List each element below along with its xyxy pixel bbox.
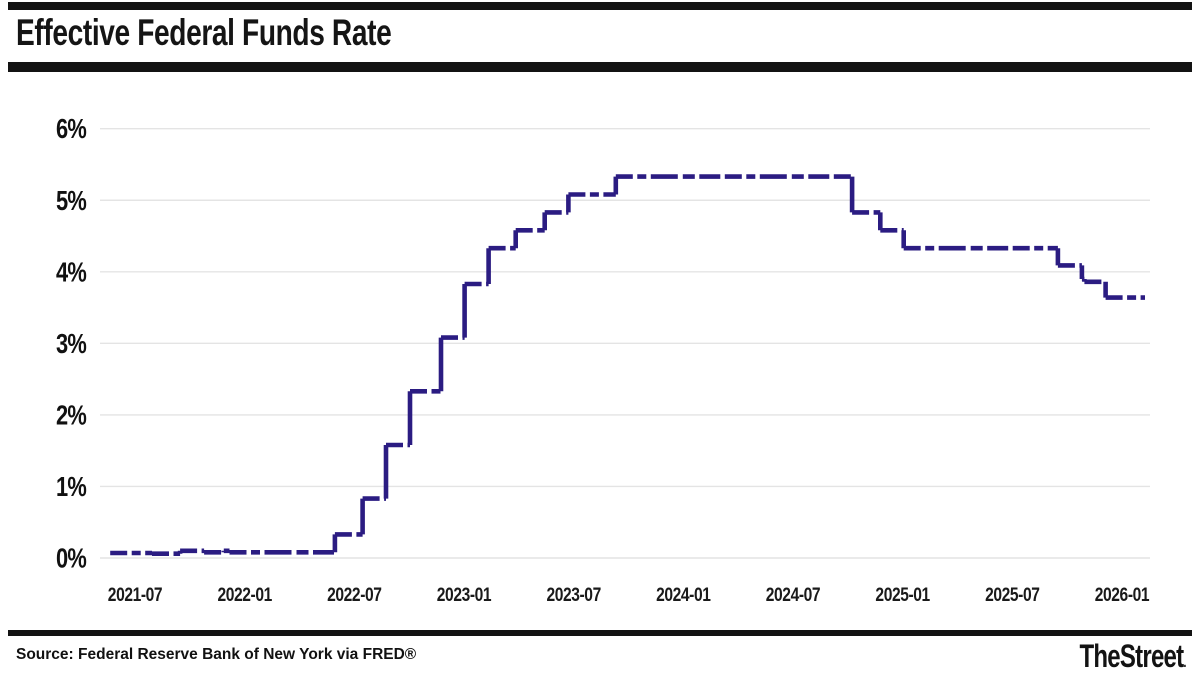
x-tick-label: 2023-01 <box>437 583 492 605</box>
y-tick-label: 4% <box>56 257 86 288</box>
x-tick-label: 2024-07 <box>766 583 821 605</box>
y-tick-label: 1% <box>56 471 86 502</box>
x-tick-label: 2022-07 <box>327 583 382 605</box>
title-divider-bar <box>8 62 1192 72</box>
y-tick-label: 6% <box>56 114 86 145</box>
y-tick-label: 2% <box>56 400 86 431</box>
x-tick-label: 2021-07 <box>108 583 163 605</box>
y-tick-label: 0% <box>56 543 86 574</box>
thestreet-logo-text: TheStreet <box>1079 638 1185 674</box>
x-tick-label: 2023-07 <box>546 583 601 605</box>
chart-title: Effective Federal Funds Rate <box>16 12 392 53</box>
x-tick-label: 2022-01 <box>217 583 272 605</box>
rate-line <box>110 174 1145 556</box>
x-tick-label: 2026-01 <box>1095 583 1150 605</box>
thestreet-logo: TheStreet. <box>1079 638 1187 675</box>
rate-line-steps <box>149 176 1108 554</box>
x-tick-label: 2025-07 <box>985 583 1040 605</box>
footer-divider-bar <box>8 630 1192 636</box>
y-tick-label: 3% <box>56 328 86 359</box>
top-divider-bar <box>8 2 1192 10</box>
y-tick-label: 5% <box>56 185 86 216</box>
thestreet-logo-dot: . <box>1183 654 1187 671</box>
x-tick-label: 2025-01 <box>875 583 930 605</box>
source-attribution: Source: Federal Reserve Bank of New York… <box>16 646 417 663</box>
x-tick-label: 2024-01 <box>656 583 711 605</box>
